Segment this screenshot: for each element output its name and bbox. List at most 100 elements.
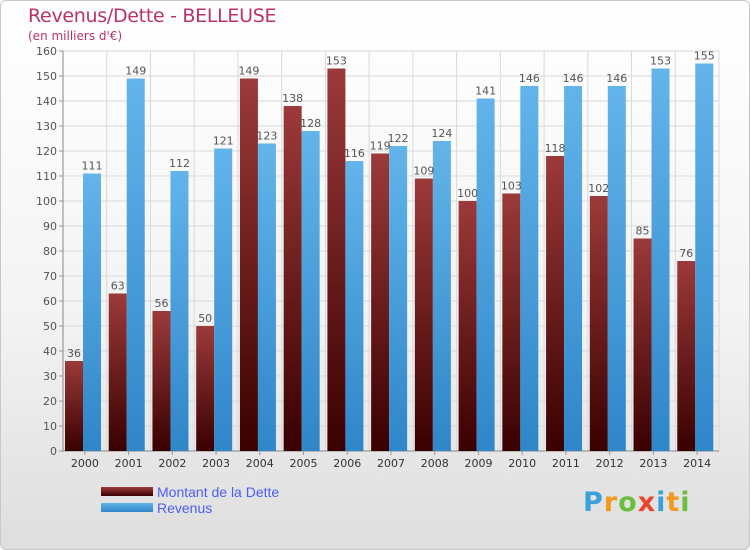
- logo-letter: P: [583, 487, 604, 518]
- data-label: 102: [588, 182, 609, 195]
- x-tick-label: 2004: [246, 457, 274, 470]
- bar-dette: [239, 78, 258, 451]
- legend-label-dette: Montant de la Dette: [157, 484, 280, 500]
- bar-revenus: [564, 86, 583, 451]
- bar-dette: [65, 361, 83, 451]
- y-tick-label: 160: [36, 45, 57, 58]
- bar-chart: 0 10 20 30 40 50 60 70 80 90 100 110 120 130 140 150 160…: [36, 45, 720, 470]
- data-label: 119: [370, 140, 391, 153]
- x-tick-label: 2000: [71, 457, 99, 470]
- data-label: 141: [475, 85, 496, 98]
- x-tick-label: 2002: [158, 457, 186, 470]
- bar-revenus: [476, 98, 495, 451]
- logo-letter: t: [666, 487, 681, 518]
- bar-dette: [502, 193, 521, 451]
- data-label: 153: [326, 55, 347, 68]
- bar-dette: [371, 153, 390, 451]
- y-tick-label: 70: [43, 270, 57, 283]
- data-label: 153: [650, 55, 671, 68]
- x-tick-label: 2009: [464, 457, 492, 470]
- data-label: 116: [344, 147, 365, 160]
- data-labels: 36 63 56 50 149 138 153 119 109 100 103 118 102 85 76 1…: [67, 50, 715, 361]
- legend-swatch-dette: [101, 487, 153, 496]
- bar-dette: [152, 311, 171, 451]
- bar-dette: [677, 261, 696, 451]
- bar-revenus: [389, 146, 408, 451]
- bar-revenus: [170, 171, 189, 451]
- bar-dette: [589, 196, 608, 451]
- data-label: 121: [213, 135, 234, 148]
- bar-dette: [414, 178, 433, 451]
- data-label: 103: [501, 180, 522, 193]
- data-label: 56: [154, 297, 168, 310]
- bar-dette: [283, 106, 302, 451]
- bar-revenus: [214, 148, 233, 451]
- bar-revenus: [301, 131, 320, 451]
- x-tick-label: 2010: [508, 457, 536, 470]
- x-tick-label: 2008: [421, 457, 449, 470]
- y-tick-label: 40: [43, 345, 57, 358]
- x-tick-label: 2012: [596, 457, 624, 470]
- x-tick-label: 2007: [377, 457, 405, 470]
- y-tick-label: 80: [43, 245, 57, 258]
- bar-revenus: [432, 141, 451, 451]
- y-tick-label: 60: [43, 295, 57, 308]
- data-label: 146: [606, 72, 627, 85]
- data-label: 109: [413, 165, 434, 178]
- y-tick-label: 30: [43, 370, 57, 383]
- y-tick-label: 20: [43, 395, 57, 408]
- data-label: 112: [169, 157, 190, 170]
- chart-subtitle: (en milliers d'€): [28, 29, 123, 43]
- x-tick-label: 2011: [552, 457, 580, 470]
- y-tick-label: 110: [36, 170, 57, 183]
- logo-letter: x: [637, 487, 657, 518]
- bar-revenus: [345, 161, 364, 451]
- logo-letter: r: [603, 487, 619, 518]
- legend-label-revenus: Revenus: [157, 500, 213, 516]
- data-label: 85: [636, 225, 650, 238]
- data-label: 122: [388, 132, 409, 145]
- bar-dette: [108, 293, 127, 451]
- data-label: 36: [67, 347, 81, 360]
- y-tick-label: 140: [36, 95, 57, 108]
- bar-revenus: [126, 78, 145, 451]
- bar-revenus: [83, 173, 101, 451]
- y-tick-label: 0: [50, 445, 57, 458]
- x-tick-label: 2001: [115, 457, 143, 470]
- y-tick-label: 10: [43, 420, 57, 433]
- bar-revenus: [607, 86, 626, 451]
- legend-swatch-revenus: [101, 503, 153, 512]
- data-label: 149: [238, 65, 259, 78]
- y-tick-label: 130: [36, 120, 57, 133]
- chart-title: Revenus/Dette - BELLEUSE: [28, 5, 277, 27]
- data-label: 124: [431, 127, 452, 140]
- y-tick-label: 50: [43, 320, 57, 333]
- bar-dette: [327, 68, 346, 451]
- bar-revenus: [257, 143, 276, 451]
- data-label: 50: [198, 312, 212, 325]
- x-tick-label: 2006: [333, 457, 361, 470]
- data-label: 149: [125, 65, 146, 78]
- x-tick-label: 2005: [290, 457, 318, 470]
- bars: [65, 63, 714, 451]
- y-tick-label: 100: [36, 195, 57, 208]
- axes: 0 10 20 30 40 50 60 70 80 90 100 110 120 130 140 150 160…: [36, 45, 719, 470]
- data-label: 123: [256, 130, 277, 143]
- y-tick-label: 90: [43, 220, 57, 233]
- data-label: 76: [679, 247, 693, 260]
- data-label: 128: [300, 117, 321, 130]
- y-tick-label: 120: [36, 145, 57, 158]
- bar-dette: [458, 201, 477, 451]
- x-tick-label: 2013: [639, 457, 667, 470]
- data-label: 146: [519, 72, 540, 85]
- x-tick-label: 2014: [683, 457, 711, 470]
- data-label: 138: [282, 92, 303, 105]
- data-label: 155: [694, 50, 715, 63]
- data-label: 146: [563, 72, 584, 85]
- proxiti-logo: Proxiti: [583, 487, 691, 518]
- data-label: 118: [545, 142, 566, 155]
- bar-dette: [633, 238, 652, 451]
- bar-revenus: [695, 63, 714, 451]
- x-tick-label: 2003: [202, 457, 230, 470]
